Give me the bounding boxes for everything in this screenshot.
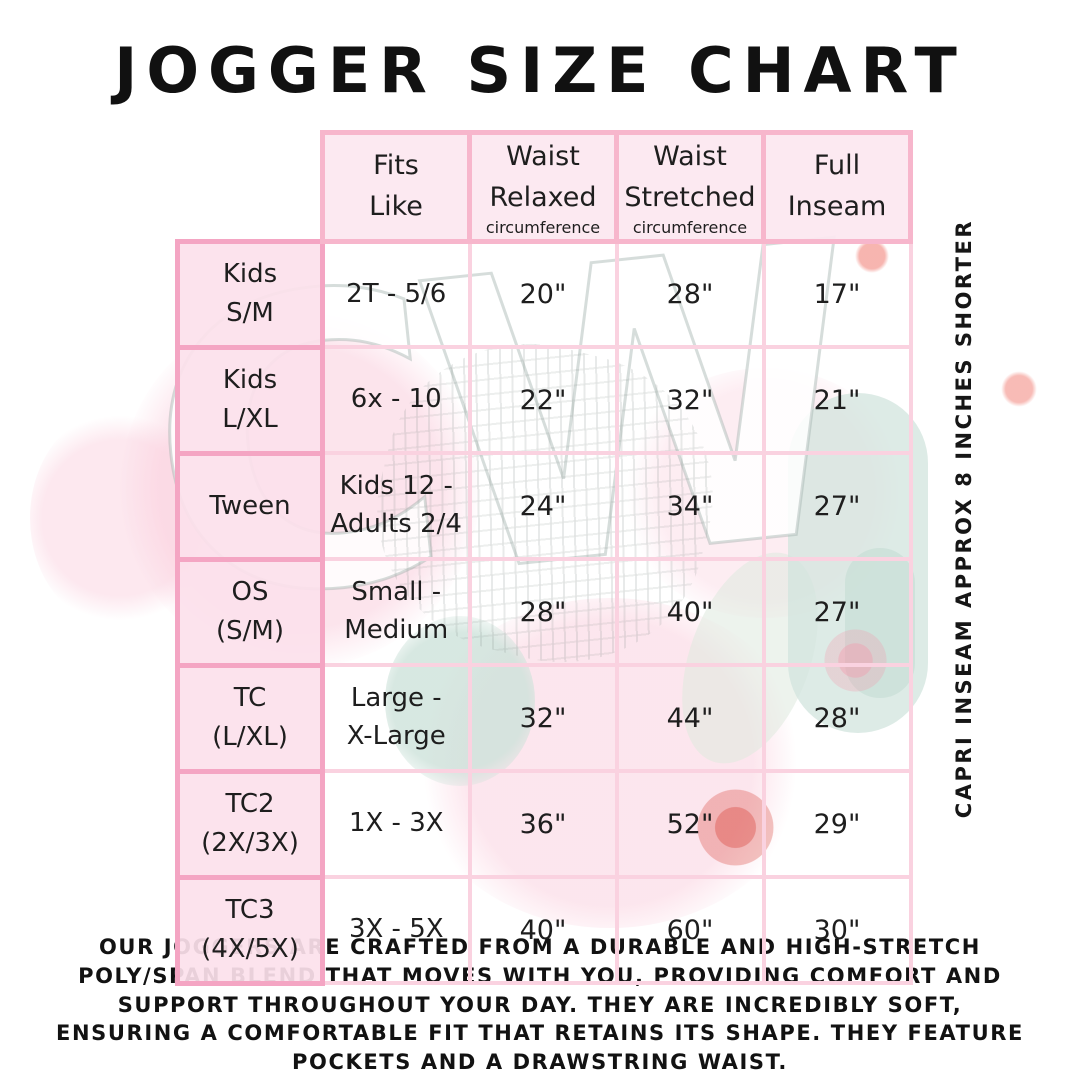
corner-blank-cell <box>178 133 323 242</box>
full-inseam-cell: 17" <box>761 239 913 350</box>
waist-relaxed-cell: 40" <box>467 875 619 986</box>
column-header-fits-like: Fits Like <box>320 130 472 244</box>
full-inseam-cell: 29" <box>761 769 913 880</box>
fits-like-cell: Small - Medium <box>320 557 472 668</box>
size-chart-table: Fits Like Waist Relaxed circumference Wai… <box>175 130 913 986</box>
row-label: OS (S/M) <box>175 556 325 668</box>
table-header-row: Fits Like Waist Relaxed circumference Wai… <box>178 130 913 244</box>
waist-relaxed-cell: 20" <box>467 239 619 350</box>
fits-like-cell: Kids 12 - Adults 2/4 <box>320 451 472 562</box>
row-label: TC (L/XL) <box>175 662 325 774</box>
column-header-waist-stretched: Waist Stretched circumference <box>614 130 766 244</box>
fits-like-cell: 3X - 5X <box>320 875 472 986</box>
column-header-waist-relaxed: Waist Relaxed circumference <box>467 130 619 244</box>
column-header-label: Fits Like <box>369 150 423 222</box>
fits-like-cell: Large - X-Large <box>320 663 472 774</box>
fits-like-cell: 1X - 3X <box>320 769 472 880</box>
full-inseam-cell: 21" <box>761 345 913 456</box>
row-label: Kids S/M <box>175 238 325 350</box>
row-label: TC2 (2X/3X) <box>175 768 325 880</box>
waist-stretched-cell: 40" <box>614 557 766 668</box>
waist-stretched-cell: 32" <box>614 345 766 456</box>
waist-relaxed-cell: 22" <box>467 345 619 456</box>
full-inseam-cell: 30" <box>761 875 913 986</box>
fits-like-cell: 6x - 10 <box>320 345 472 456</box>
row-label: TC3 (4X/5X) <box>175 874 325 986</box>
waist-stretched-cell: 44" <box>614 663 766 774</box>
row-label: Kids L/XL <box>175 344 325 456</box>
capri-inseam-note: CAPRI INSEAM APPROX 8 INCHES SHORTER <box>940 130 988 908</box>
waist-stretched-cell: 60" <box>614 875 766 986</box>
column-header-sublabel: circumference <box>632 218 748 237</box>
table-row: TC3 (4X/5X) 3X - 5X 40" 60" 30" <box>175 874 913 986</box>
table-row: TC2 (2X/3X) 1X - 3X 36" 52" 29" <box>175 768 913 880</box>
table-row: OS (S/M) Small - Medium 28" 40" 27" <box>175 556 913 668</box>
fits-like-cell: 2T - 5/6 <box>320 239 472 350</box>
table-row: Kids L/XL 6x - 10 22" 32" 21" <box>175 344 913 456</box>
full-inseam-cell: 27" <box>761 557 913 668</box>
waist-relaxed-cell: 28" <box>467 557 619 668</box>
full-inseam-cell: 27" <box>761 451 913 562</box>
column-header-full-inseam: Full Inseam <box>761 130 913 244</box>
full-inseam-cell: 28" <box>761 663 913 774</box>
waist-stretched-cell: 52" <box>614 769 766 880</box>
waist-relaxed-cell: 24" <box>467 451 619 562</box>
waist-relaxed-cell: 36" <box>467 769 619 880</box>
column-header-label: Full Inseam <box>787 150 887 222</box>
table-row: TC (L/XL) Large - X-Large 32" 44" 28" <box>175 662 913 774</box>
row-label: Tween <box>175 450 325 562</box>
column-header-label: Waist Relaxed <box>489 141 597 213</box>
capri-inseam-note-text: CAPRI INSEAM APPROX 8 INCHES SHORTER <box>952 219 976 819</box>
waist-stretched-cell: 34" <box>614 451 766 562</box>
column-header-sublabel: circumference <box>485 218 601 237</box>
watermark-coral-flower <box>998 368 1040 410</box>
table-row: Kids S/M 2T - 5/6 20" 28" 17" <box>175 238 913 350</box>
waist-relaxed-cell: 32" <box>467 663 619 774</box>
waist-stretched-cell: 28" <box>614 239 766 350</box>
page-title: JOGGER SIZE CHART <box>114 34 966 107</box>
table-row: Tween Kids 12 - Adults 2/4 24" 34" 27" <box>175 450 913 562</box>
column-header-label: Waist Stretched <box>624 141 756 213</box>
